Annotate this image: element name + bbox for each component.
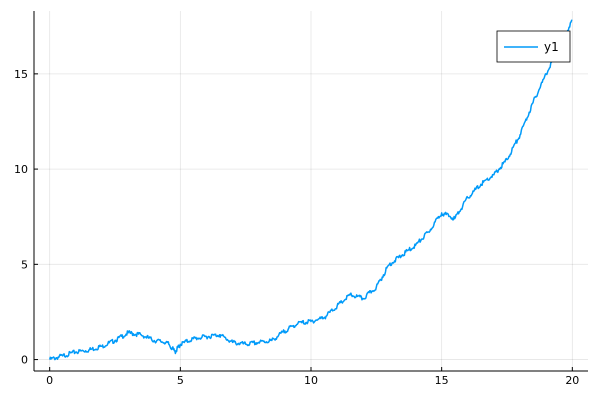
x-tick-label: 0 [46,374,53,387]
x-tick-label: 10 [304,374,318,387]
legend-label-y1: y1 [544,40,559,54]
grid-lines [34,11,588,371]
tick-layer: 0 5 10 15 20 0 5 10 15 [14,68,579,387]
y-tick-label: 0 [21,354,28,367]
series-line-y1 [48,19,573,361]
x-tick-label: 5 [177,374,184,387]
y-tick-label: 10 [14,163,28,176]
y-tick-label: 5 [21,258,28,271]
x-tick-label: 15 [435,374,449,387]
x-tick-label: 20 [565,374,579,387]
y-tick-label: 15 [14,68,28,81]
legend: y1 [496,30,571,63]
series-layer [48,19,573,361]
